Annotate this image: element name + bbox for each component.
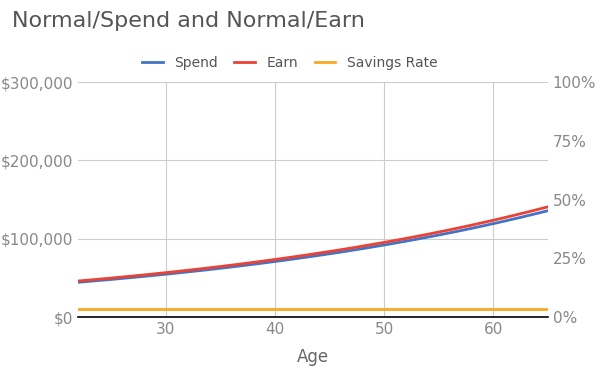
Savings Rate (200, 307, 207, 311)
Earn (162, 270, 169, 275)
Spend (200, 268, 207, 272)
Earn (504, 214, 511, 219)
Line: Earn: Earn (78, 207, 548, 281)
Spend (521, 214, 528, 219)
Spend (93, 278, 101, 283)
Spend (504, 218, 511, 223)
Legend: Spend, Earn, Savings Rate: Spend, Earn, Savings Rate (138, 51, 441, 74)
Spend (162, 272, 169, 276)
Earn (103, 276, 110, 281)
Savings Rate (544, 307, 551, 311)
Savings Rate (93, 307, 101, 311)
Spend (544, 209, 551, 213)
Text: Normal/Spend and Normal/Earn: Normal/Spend and Normal/Earn (12, 11, 365, 31)
Earn (75, 279, 82, 283)
Earn (521, 211, 528, 215)
Savings Rate (103, 307, 110, 311)
X-axis label: Age: Age (297, 348, 329, 366)
Savings Rate (504, 307, 511, 311)
Savings Rate (162, 307, 169, 311)
Earn (544, 205, 551, 209)
Spend (103, 278, 110, 282)
Earn (200, 266, 207, 271)
Savings Rate (75, 307, 82, 311)
Spend (75, 280, 82, 285)
Line: Spend: Spend (78, 211, 548, 282)
Savings Rate (521, 307, 528, 311)
Earn (93, 277, 101, 282)
